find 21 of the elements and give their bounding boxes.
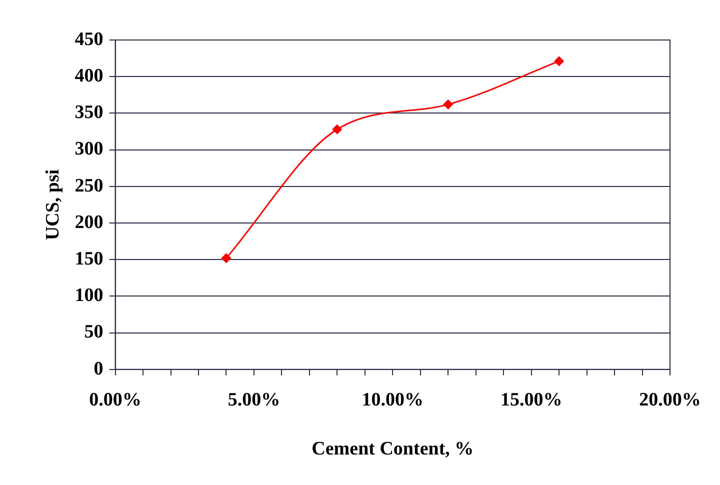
point xyxy=(221,253,231,263)
point xyxy=(443,100,453,110)
x-tick-label: 20.00% xyxy=(639,390,701,411)
point xyxy=(554,56,564,66)
y-tick-label: 50 xyxy=(84,322,104,343)
y-tick-label: 200 xyxy=(74,212,104,233)
x-tick-label: 0.00% xyxy=(89,390,142,411)
y-tick-label: 450 xyxy=(74,28,104,50)
y-tick-label: 250 xyxy=(74,175,104,196)
y-tick-label: 150 xyxy=(74,248,104,270)
point xyxy=(332,124,342,134)
y-tick-label: 400 xyxy=(74,66,104,87)
y-tick-label: 350 xyxy=(74,102,104,124)
x-axis-title: Cement Content, % xyxy=(312,438,474,460)
x-tick-label: 5.00% xyxy=(228,390,280,411)
y-tick-label: 100 xyxy=(74,285,104,306)
y-tick-label: 300 xyxy=(74,138,104,160)
y-tick-label: 0 xyxy=(94,358,104,380)
x-tick-label: 15.00% xyxy=(500,390,562,411)
y-axis-title: UCS, psi xyxy=(42,169,64,240)
x-tick-label: 10.00% xyxy=(362,390,424,411)
